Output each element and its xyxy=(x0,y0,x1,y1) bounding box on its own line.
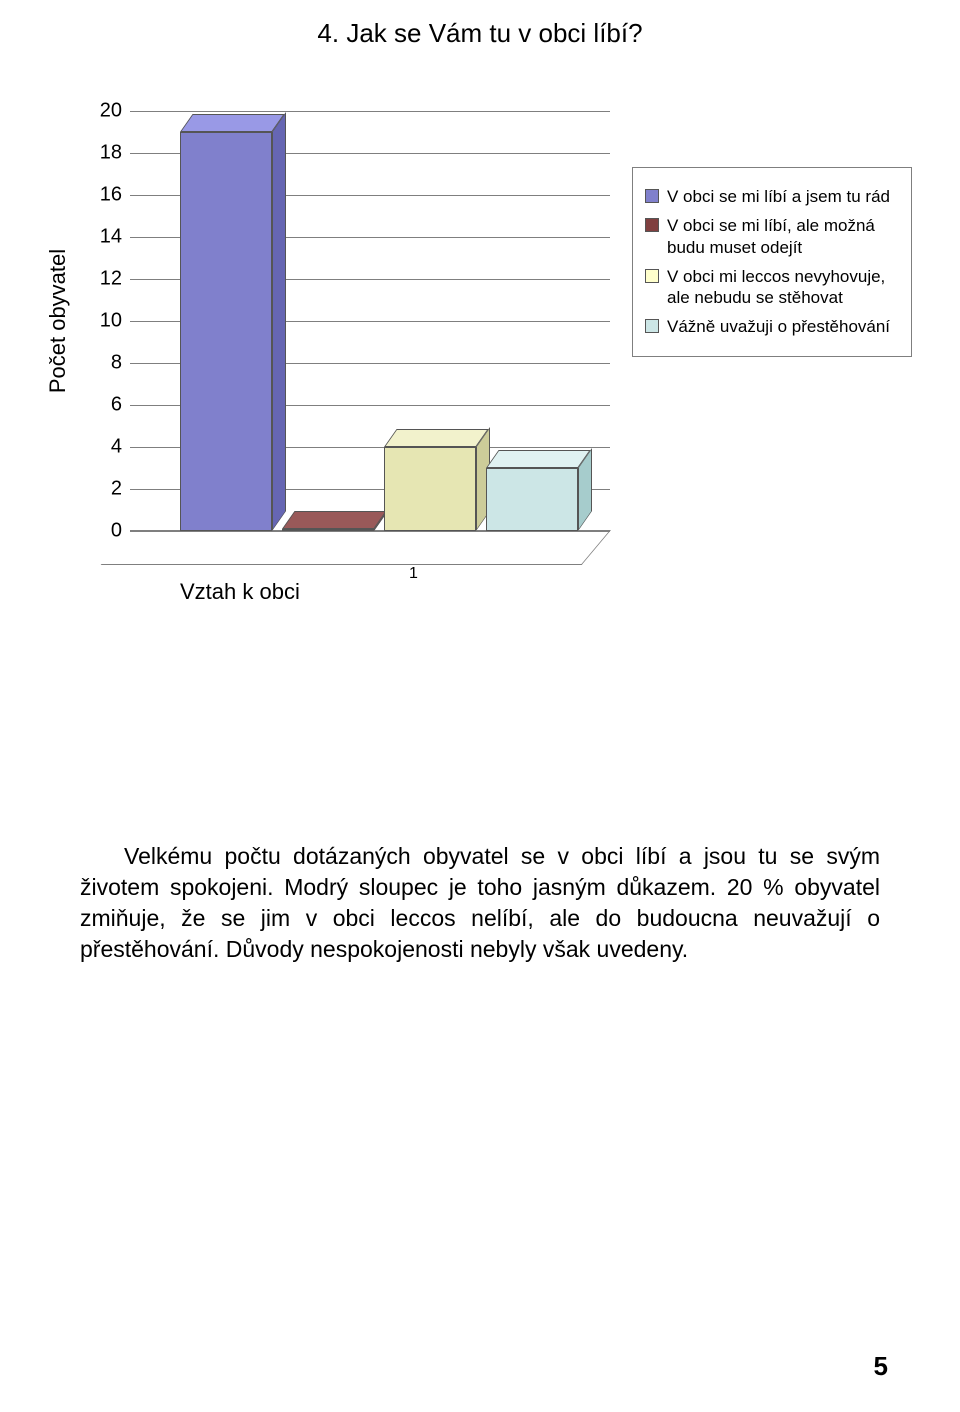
y-tick: 4 xyxy=(82,436,130,459)
y-tick: 20 xyxy=(82,100,130,123)
bar xyxy=(486,468,578,531)
legend-swatch xyxy=(645,319,659,333)
y-tick: 6 xyxy=(82,394,130,417)
legend-label: V obci se mi líbí a jsem tu rád xyxy=(667,186,890,207)
bar-front xyxy=(384,447,476,531)
x-axis-label: Vztah k obci xyxy=(180,579,300,605)
body-paragraph: Velkému počtu dotázaných obyvatel se v o… xyxy=(80,841,880,965)
bar-top xyxy=(282,511,387,529)
y-tick: 18 xyxy=(82,142,130,165)
legend-item: V obci se mi líbí, ale možná budu muset … xyxy=(645,215,899,258)
y-tick: 12 xyxy=(82,268,130,291)
chart-container: Počet obyvatel 1 Vztah k obci 0246810121… xyxy=(40,71,920,711)
chart-title: 4. Jak se Vám tu v obci líbí? xyxy=(0,0,960,61)
y-tick: 16 xyxy=(82,184,130,207)
bar-front xyxy=(282,529,374,531)
bar-side xyxy=(272,112,286,531)
plot-area: 1 Vztah k obci 02468101214161820 xyxy=(130,111,610,531)
bar xyxy=(180,132,272,531)
y-axis-label: Počet obyvatel xyxy=(45,249,71,393)
bar xyxy=(384,447,476,531)
y-tick: 0 xyxy=(82,520,130,543)
bar-front xyxy=(486,468,578,531)
bar-top xyxy=(180,114,285,132)
page: 4. Jak se Vám tu v obci líbí? Počet obyv… xyxy=(0,0,960,1412)
y-tick: 14 xyxy=(82,226,130,249)
bar xyxy=(282,529,374,531)
x-tick: 1 xyxy=(409,565,418,583)
legend-swatch xyxy=(645,189,659,203)
bar-top xyxy=(384,429,489,447)
gridline xyxy=(130,111,610,112)
legend-label: Vážně uvažuji o přestěhování xyxy=(667,316,890,337)
y-tick: 2 xyxy=(82,478,130,501)
bar-top xyxy=(486,450,591,468)
legend-swatch xyxy=(645,218,659,232)
legend-box: V obci se mi líbí a jsem tu rád V obci se… xyxy=(632,167,912,357)
y-tick: 8 xyxy=(82,352,130,375)
gridline xyxy=(130,531,610,532)
legend-label: V obci se mi líbí, ale možná budu muset … xyxy=(667,215,899,258)
page-number: 5 xyxy=(874,1351,890,1382)
legend-label: V obci mi leccos nevyhovuje, ale nebudu … xyxy=(667,266,899,309)
plot-floor xyxy=(101,530,611,565)
legend-item: V obci se mi líbí a jsem tu rád xyxy=(645,186,899,207)
legend-swatch xyxy=(645,269,659,283)
y-tick: 10 xyxy=(82,310,130,333)
body-paragraph-text: Velkému počtu dotázaných obyvatel se v o… xyxy=(80,841,880,965)
legend-item: V obci mi leccos nevyhovuje, ale nebudu … xyxy=(645,266,899,309)
legend-item: Vážně uvažuji o přestěhování xyxy=(645,316,899,337)
bar-front xyxy=(180,132,272,531)
